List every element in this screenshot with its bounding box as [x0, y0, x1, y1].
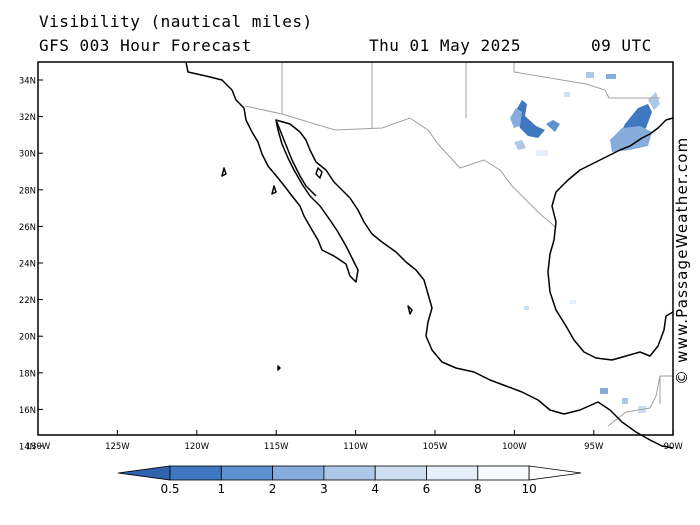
lat-label: 30N — [19, 150, 36, 160]
legend-swatch — [323, 465, 376, 481]
legend-label: 3 — [320, 482, 328, 496]
vis-blob-texas-halo — [510, 108, 522, 128]
lat-label: 28N — [19, 186, 36, 196]
lat-label: 34N — [19, 77, 36, 87]
coastlines — [185, 61, 674, 449]
us-state-borders — [281, 62, 660, 128]
legend-label: 4 — [371, 482, 379, 496]
vis-patch-7 — [570, 300, 576, 304]
baja-east-coast — [275, 119, 317, 197]
map-subtitle: GFS 003 Hour Forecast — [39, 36, 252, 55]
gulf-coast — [547, 117, 674, 361]
legend-label: 2 — [269, 482, 277, 496]
island-cedros — [221, 167, 227, 177]
lon-label: 90W — [664, 442, 684, 452]
legend-label: 10 — [521, 482, 536, 496]
island-marias — [407, 305, 413, 315]
visibility-legend: 0.5 1 2 3 4 6 8 10 — [117, 465, 582, 496]
forecast-date: Thu 01 May 2025 — [369, 36, 521, 55]
vis-blob-texas2 — [546, 120, 560, 132]
legend-swatch — [169, 465, 222, 481]
legend-swatch — [272, 465, 325, 481]
lat-label: 26N — [19, 223, 36, 233]
vis-patch-3 — [564, 92, 570, 97]
us-mexico-border — [244, 105, 557, 229]
lat-label: 16N — [19, 406, 36, 416]
visibility-shading — [510, 72, 660, 413]
legend-swatch — [477, 465, 530, 481]
legend-swatch — [374, 465, 427, 481]
island-guadalupe — [271, 185, 277, 195]
lat-label: 32N — [19, 113, 36, 123]
lon-label: 95W — [584, 442, 604, 452]
legend-label: 6 — [423, 482, 431, 496]
legend-label: 8 — [474, 482, 482, 496]
lon-label: 115W — [264, 442, 289, 452]
lon-label: 125W — [105, 442, 130, 452]
pacific-coast-mainland — [299, 131, 674, 449]
guatemala-border — [607, 375, 673, 427]
island-tiburon — [315, 167, 323, 179]
vis-patch-6 — [622, 398, 628, 404]
island-revillagigedo — [277, 365, 281, 371]
map-title: Visibility (nautical miles) — [39, 12, 313, 31]
legend-swatch — [426, 465, 479, 481]
vis-blob-louisiana2 — [648, 92, 660, 110]
latitude-axis: 34N 32N 30N 28N 26N 24N 22N 20N 18N 16N 14N — [19, 77, 43, 453]
lon-label: 105W — [423, 442, 448, 452]
vis-patch-2 — [606, 74, 616, 79]
lon-label: 100W — [502, 442, 527, 452]
vis-blob-texas3 — [514, 140, 526, 150]
legend-label: 0.5 — [160, 482, 179, 496]
legend-min-arrow — [117, 465, 171, 481]
lat-label: 18N — [19, 369, 36, 379]
political-borders — [244, 62, 673, 427]
lat-label: 24N — [19, 260, 36, 270]
vis-blob-louisiana-halo — [610, 126, 652, 152]
map-frame — [37, 61, 674, 436]
forecast-time: 09 UTC — [591, 36, 652, 55]
vis-patch-8 — [524, 306, 529, 310]
vis-patch-4 — [536, 150, 548, 156]
lat-label: 14N — [19, 443, 36, 453]
vis-patch-1 — [586, 72, 594, 78]
vis-blob-texas — [515, 100, 545, 138]
vis-patch-5 — [600, 388, 608, 394]
lon-label: 110W — [343, 442, 368, 452]
pacific-coast-baja — [185, 61, 359, 283]
legend-swatch — [220, 465, 274, 481]
lat-label: 22N — [19, 296, 36, 306]
legend-label: 1 — [217, 482, 225, 496]
longitude-axis: 130W 125W 120W 115W 110W 105W 100W 95W 90W — [26, 430, 684, 452]
lon-label: 130W — [26, 442, 51, 452]
lat-label: 20N — [19, 333, 36, 343]
lon-label: 120W — [184, 442, 209, 452]
legend-max-arrow — [528, 465, 582, 481]
